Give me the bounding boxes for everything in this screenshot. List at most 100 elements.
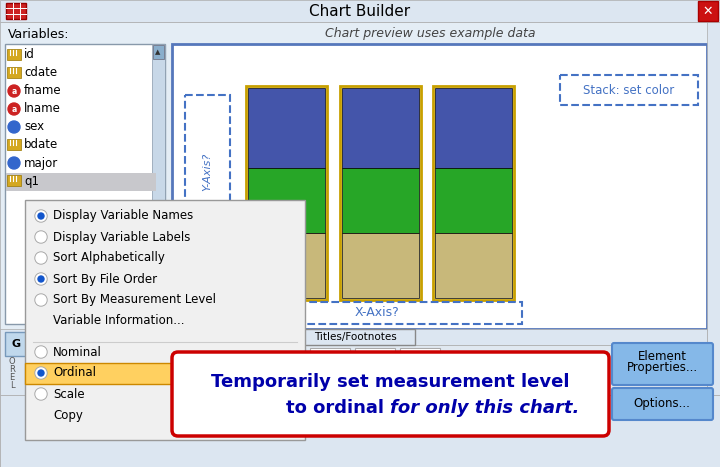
Text: X-Axis?: X-Axis? <box>355 306 400 319</box>
Circle shape <box>35 273 47 285</box>
Bar <box>355 348 395 392</box>
Text: R: R <box>9 366 15 375</box>
Text: Element: Element <box>637 351 686 363</box>
Bar <box>435 88 512 168</box>
Bar <box>315 358 325 366</box>
Bar <box>360 366 370 374</box>
Bar <box>7 139 21 150</box>
Text: G: G <box>12 339 21 349</box>
Circle shape <box>35 346 47 358</box>
Circle shape <box>36 389 46 399</box>
Bar <box>270 374 280 380</box>
Bar <box>342 88 419 168</box>
Bar <box>265 348 305 392</box>
Circle shape <box>38 370 44 376</box>
Circle shape <box>35 294 47 306</box>
Text: Temporarily set measurement level: Temporarily set measurement level <box>211 373 570 391</box>
Circle shape <box>36 274 46 284</box>
Text: for only this chart.: for only this chart. <box>390 399 580 417</box>
Text: lname: lname <box>24 102 61 115</box>
Bar <box>5 44 165 324</box>
Circle shape <box>36 253 46 263</box>
Circle shape <box>38 276 44 282</box>
Text: Variables:: Variables: <box>8 28 70 41</box>
Bar <box>342 168 419 233</box>
Circle shape <box>8 85 20 97</box>
Text: to ordinal: to ordinal <box>287 399 390 417</box>
Bar <box>405 374 415 380</box>
Circle shape <box>8 103 20 115</box>
Bar <box>248 88 325 168</box>
Text: cdate: cdate <box>24 66 57 79</box>
Bar <box>6 173 156 191</box>
Text: Sort By Measurement Level: Sort By Measurement Level <box>53 293 216 306</box>
Text: Copy: Copy <box>53 409 83 422</box>
Bar <box>405 358 415 366</box>
Bar <box>0 0 720 22</box>
FancyBboxPatch shape <box>612 343 713 385</box>
Bar <box>220 348 260 392</box>
Bar <box>340 86 421 300</box>
Bar <box>435 168 512 233</box>
Bar <box>7 175 21 186</box>
Circle shape <box>36 368 46 378</box>
Bar <box>7 67 21 78</box>
Bar <box>707 22 720 395</box>
Text: Sort Alphabetically: Sort Alphabetically <box>53 252 165 264</box>
Bar <box>180 374 190 380</box>
Bar <box>248 168 325 233</box>
Bar <box>225 374 235 380</box>
Bar <box>248 233 325 298</box>
Circle shape <box>38 213 44 219</box>
Bar <box>342 233 419 298</box>
Circle shape <box>8 121 20 133</box>
Text: E: E <box>9 374 14 382</box>
Circle shape <box>36 347 46 357</box>
Bar <box>5 332 27 356</box>
Bar <box>0 329 172 395</box>
Text: bdate: bdate <box>24 139 58 151</box>
Circle shape <box>36 232 46 242</box>
Bar <box>433 86 514 300</box>
Bar <box>310 348 350 392</box>
Circle shape <box>35 367 47 379</box>
Text: Scale: Scale <box>53 388 85 401</box>
Bar <box>0 395 720 467</box>
Circle shape <box>35 388 47 400</box>
Text: L: L <box>9 382 14 390</box>
Bar <box>315 366 325 374</box>
Text: q1: q1 <box>24 175 39 187</box>
Text: Ordinal: Ordinal <box>53 367 96 380</box>
Text: Ctrl+C: Ctrl+C <box>260 410 297 420</box>
Text: Chart preview uses example data: Chart preview uses example data <box>325 28 535 41</box>
Bar <box>698 1 718 21</box>
Bar <box>270 358 280 366</box>
Bar <box>172 44 707 329</box>
Bar <box>172 345 707 395</box>
Bar <box>225 358 235 366</box>
Text: sex: sex <box>24 120 44 134</box>
Circle shape <box>8 157 20 169</box>
Text: ▲: ▲ <box>156 49 161 55</box>
Bar <box>6 3 26 19</box>
Bar <box>180 366 190 374</box>
Text: Titles/Footnotes: Titles/Footnotes <box>314 332 397 342</box>
Circle shape <box>36 295 46 305</box>
Bar <box>175 348 215 392</box>
Text: Display Variable Names: Display Variable Names <box>53 210 193 222</box>
Text: Chart Builder: Chart Builder <box>310 3 410 19</box>
Circle shape <box>35 231 47 243</box>
Text: major: major <box>24 156 58 170</box>
Bar <box>152 44 165 324</box>
Bar <box>400 348 440 392</box>
Bar <box>181 361 606 433</box>
Bar <box>360 374 370 380</box>
FancyBboxPatch shape <box>612 388 713 420</box>
Text: id: id <box>24 49 35 62</box>
Text: Nominal: Nominal <box>53 346 102 359</box>
Circle shape <box>35 210 47 222</box>
Bar <box>25 363 305 384</box>
Text: O: O <box>9 358 15 367</box>
Bar <box>360 358 370 366</box>
Text: fname: fname <box>24 85 62 98</box>
